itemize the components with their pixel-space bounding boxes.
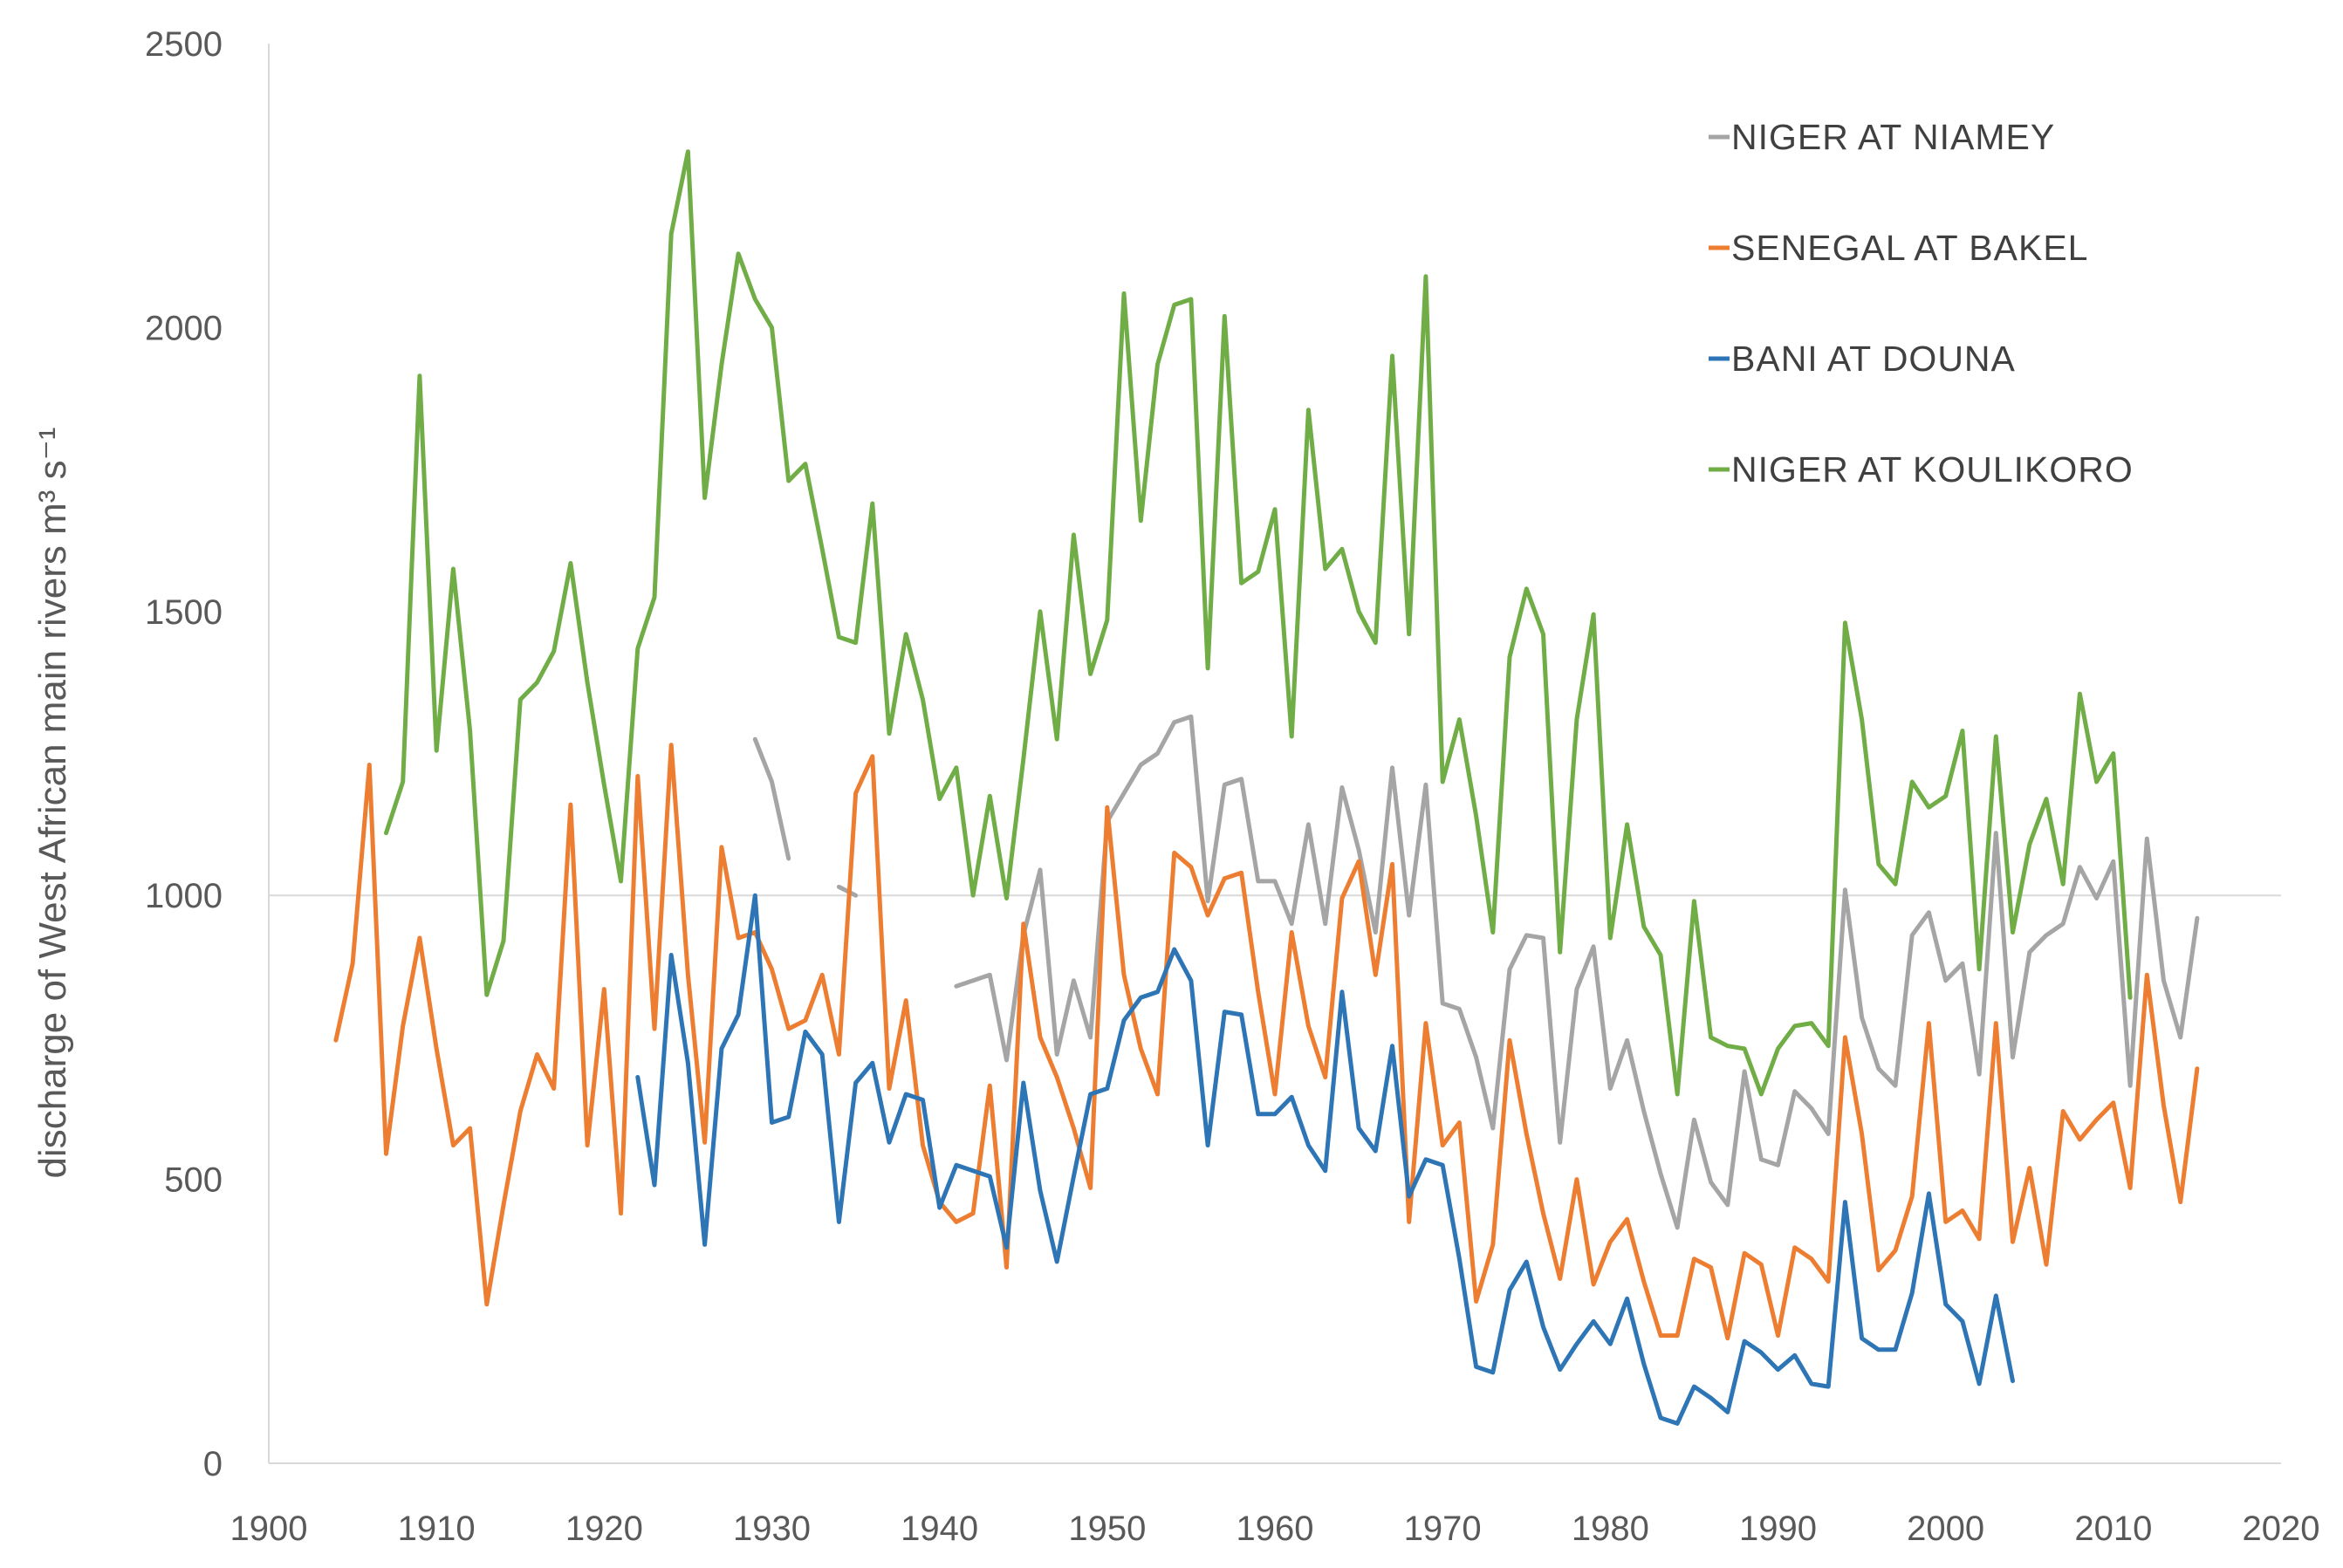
x-tick-label: 2020 [2243, 1510, 2320, 1548]
x-tick-label: 1960 [1237, 1510, 1314, 1548]
series-line-niger-at-koulikoro [384, 149, 2133, 1097]
x-tick-label: 1980 [1572, 1510, 1649, 1548]
x-tick-label: 1900 [230, 1510, 308, 1548]
y-tick-label: 2000 [145, 309, 223, 347]
x-tick-label: 1920 [565, 1510, 643, 1548]
x-tick-label: 1990 [1739, 1510, 1817, 1548]
x-tick-label: 1970 [1404, 1510, 1482, 1548]
legend-label: BANI AT DOUNA [1731, 339, 2016, 379]
legend-label: NIGER AT NIAMEY [1731, 117, 2055, 157]
legend-label: NIGER AT KOULIKORO [1731, 449, 2134, 490]
legend: NIGER AT NIAMEY SENEGAL AT BAKEL BANI AT D… [1709, 117, 2134, 490]
series-line-senegal-at-bakel [333, 743, 2200, 1341]
legend-label: SENEGAL AT BAKEL [1731, 228, 2088, 268]
y-tick-label: 1500 [145, 593, 223, 632]
y-tick-label: 500 [164, 1161, 223, 1200]
data-series [333, 149, 2200, 1426]
legend-item-niger-at-niamey: NIGER AT NIAMEY [1709, 117, 2055, 157]
y-axis-title: discharge of West African main rivers m³… [31, 427, 74, 1178]
series-senegal-at-bakel [333, 743, 2200, 1341]
x-axis-ticks: 1900 1910 1920 1930 1940 1950 1960 1970 1980 1990… [230, 1510, 2320, 1548]
legend-item-bani-at-douna: BANI AT DOUNA [1709, 339, 2016, 379]
y-tick-label: 0 [203, 1445, 223, 1483]
y-tick-label: 1000 [145, 877, 223, 915]
series-bani-at-douna [635, 893, 2015, 1426]
x-tick-label: 2000 [1907, 1510, 1984, 1548]
y-tick-label: 2500 [145, 25, 223, 64]
series-line-bani-at-douna [635, 893, 2015, 1426]
x-tick-label: 1930 [733, 1510, 811, 1548]
x-tick-label: 2010 [2074, 1510, 2152, 1548]
legend-item-senegal-at-bakel: SENEGAL AT BAKEL [1709, 228, 2088, 268]
x-tick-label: 1950 [1068, 1510, 1146, 1548]
y-axis-ticks: 0 500 1000 1500 2000 2500 [145, 25, 223, 1483]
x-tick-label: 1910 [398, 1510, 476, 1548]
series-niger-at-koulikoro [384, 149, 2133, 1097]
legend-item-niger-at-koulikoro: NIGER AT KOULIKORO [1709, 449, 2134, 490]
x-tick-label: 1940 [901, 1510, 978, 1548]
